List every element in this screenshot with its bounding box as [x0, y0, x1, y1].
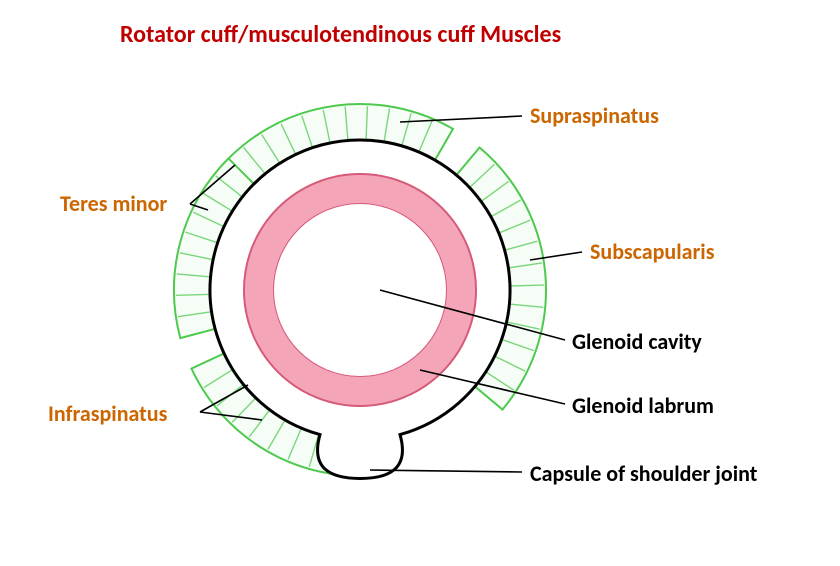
- label-glenoid-labrum: Glenoid labrum: [572, 392, 714, 419]
- label-subscapularis: Subscapularis: [590, 238, 715, 265]
- muscle-hatch: [508, 285, 544, 286]
- label-capsule: Capsule of shoulder joint: [530, 460, 757, 487]
- diagram-title: Rotator cuff/musculotendinous cuff Muscl…: [120, 20, 561, 49]
- label-glenoid-cavity: Glenoid cavity: [572, 328, 702, 355]
- diagram-canvas: Rotator cuff/musculotendinous cuff Muscl…: [0, 0, 840, 566]
- glenoid-cavity-shape: [274, 204, 446, 376]
- label-supraspinatus: Supraspinatus: [530, 102, 659, 129]
- label-teres-minor: Teres minor: [60, 190, 167, 217]
- label-infraspinatus: Infraspinatus: [48, 400, 167, 427]
